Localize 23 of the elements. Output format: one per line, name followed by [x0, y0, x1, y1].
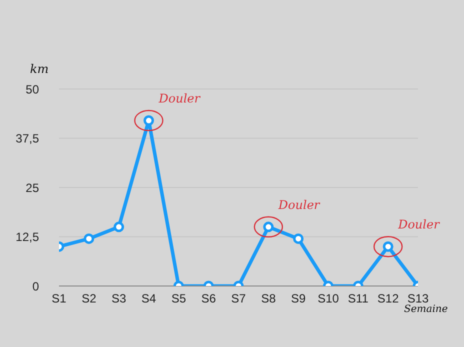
x-tick-label: S13: [407, 292, 429, 306]
annotation: Douler: [158, 92, 202, 106]
x-tick-label: S8: [261, 292, 276, 306]
y-axis-title: km: [30, 62, 49, 76]
annotation: Douler: [397, 218, 441, 232]
x-tick-label: S5: [171, 292, 186, 306]
y-tick-label: 25: [26, 180, 40, 195]
x-tick-label: S3: [111, 292, 126, 306]
x-tick-label: S7: [231, 292, 246, 306]
y-tick-label: 12,5: [16, 230, 40, 244]
x-tick-label: S10: [318, 292, 340, 306]
y-tick-label: 0: [32, 279, 40, 294]
x-tick-label: S1: [52, 292, 67, 306]
y-tick-label: 37,5: [16, 132, 40, 146]
x-tick-label: S4: [141, 292, 156, 306]
x-tick-label: S9: [290, 292, 306, 306]
x-axis-title: Semaine: [404, 304, 448, 315]
x-tick-label: S2: [82, 292, 97, 306]
annotation: Douler: [277, 198, 321, 212]
y-tick-label: 50: [26, 82, 40, 96]
x-tick-label: S6: [201, 292, 216, 306]
x-tick-label: S11: [348, 292, 369, 306]
x-tick-label: S12: [377, 292, 400, 306]
